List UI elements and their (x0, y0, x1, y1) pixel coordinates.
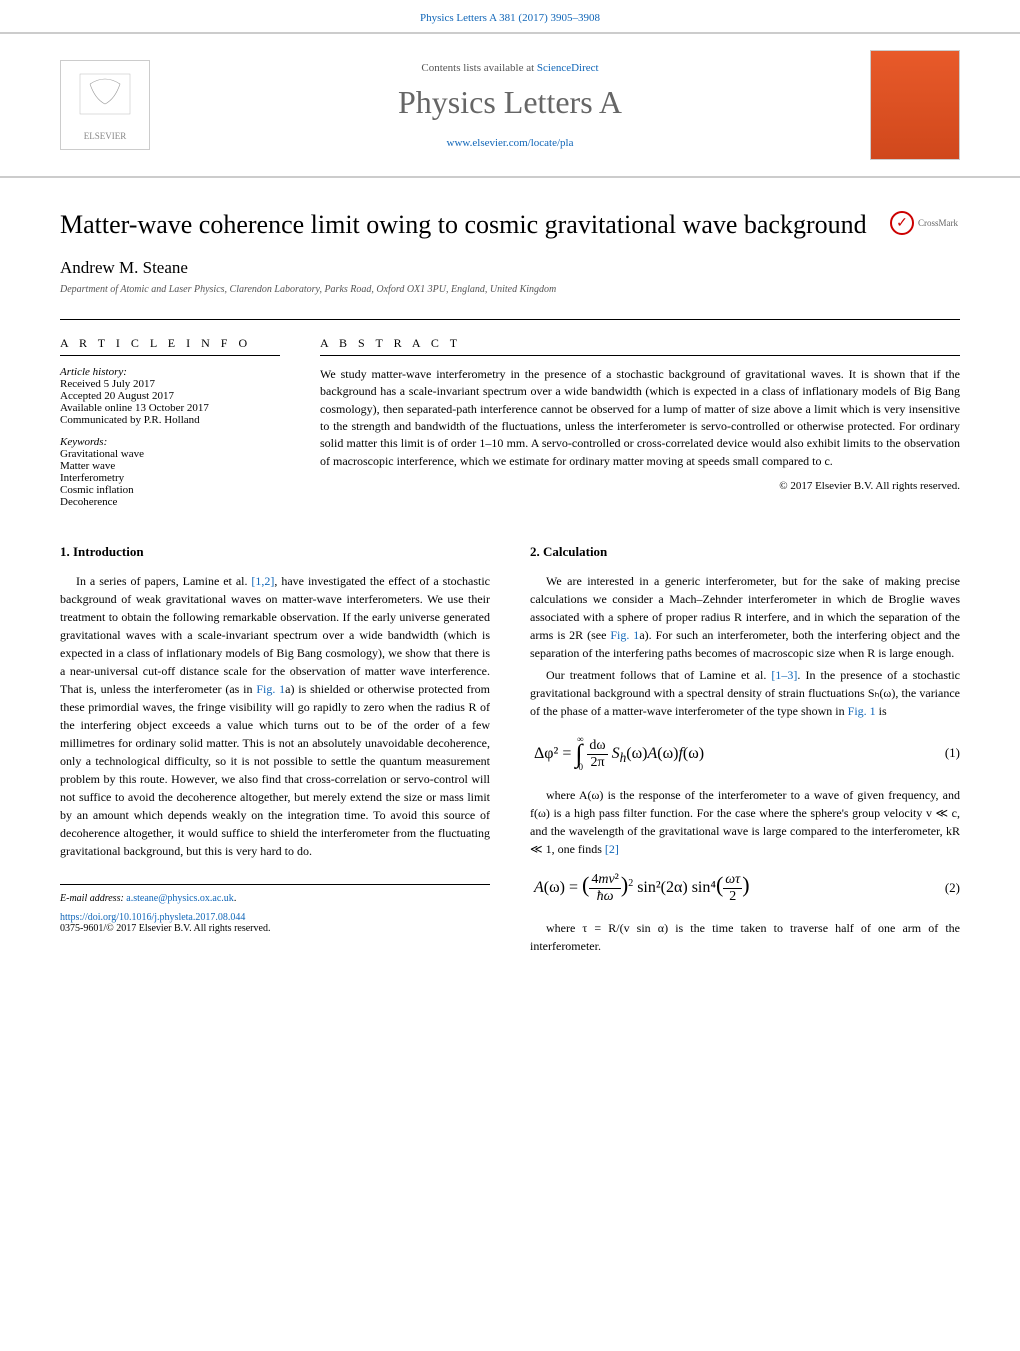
crossmark-badge[interactable]: ✓ CrossMark (890, 208, 960, 238)
history-line: Received 5 July 2017 (60, 378, 280, 390)
section-1-heading: 1. Introduction (60, 544, 490, 560)
keyword: Matter wave (60, 460, 280, 472)
ref-link[interactable]: [2] (605, 842, 619, 856)
footnotes: E-mail address: a.steane@physics.ox.ac.u… (60, 884, 490, 934)
journal-url-link[interactable]: www.elsevier.com/locate/pla (170, 137, 850, 149)
history-line: Accepted 20 August 2017 (60, 390, 280, 402)
equation-number: (2) (945, 880, 960, 896)
article-content: Matter-wave coherence limit owing to cos… (0, 178, 1020, 989)
history-line: Available online 13 October 2017 (60, 402, 280, 414)
article-title: Matter-wave coherence limit owing to cos… (60, 208, 870, 242)
section-2-para-4: where τ = R/(v sin α) is the time taken … (530, 919, 960, 955)
header-center: Contents lists available at ScienceDirec… (170, 62, 850, 149)
article-info-sidebar: A R T I C L E I N F O Article history: R… (60, 320, 280, 508)
right-column: 2. Calculation We are interested in a ge… (530, 544, 960, 959)
email-line: E-mail address: a.steane@physics.ox.ac.u… (60, 893, 490, 904)
journal-name: Physics Letters A (170, 84, 850, 121)
history-line: Communicated by P.R. Holland (60, 414, 280, 426)
elsevier-logo: ELSEVIER (70, 69, 140, 141)
abstract-copyright: © 2017 Elsevier B.V. All rights reserved… (320, 480, 960, 492)
author-name: Andrew M. Steane (60, 258, 960, 278)
equation-1: Δφ² = ∫0∞ dω2π Sh(ω)A(ω)f(ω) (1) (530, 734, 960, 772)
sciencedirect-link[interactable]: ScienceDirect (537, 62, 599, 74)
fig-link[interactable]: Fig. 1 (610, 628, 639, 642)
journal-header: ELSEVIER Contents lists available at Sci… (0, 32, 1020, 178)
abstract-column: A B S T R A C T We study matter-wave int… (320, 320, 960, 508)
left-column: 1. Introduction In a series of papers, L… (60, 544, 490, 959)
doi-link[interactable]: https://doi.org/10.1016/j.physleta.2017.… (60, 912, 490, 923)
fig-link[interactable]: Fig. 1 (848, 704, 876, 718)
keywords-label: Keywords: (60, 436, 280, 448)
fig-link[interactable]: Fig. 1 (256, 682, 285, 696)
section-2-heading: 2. Calculation (530, 544, 960, 560)
abstract-heading: A B S T R A C T (320, 336, 960, 356)
keyword: Cosmic inflation (60, 484, 280, 496)
ref-link[interactable]: [1–3] (771, 668, 797, 682)
crossmark-icon: ✓ (890, 211, 914, 235)
issn-copyright: 0375-9601/© 2017 Elsevier B.V. All right… (60, 923, 490, 934)
keyword: Interferometry (60, 472, 280, 484)
ref-link[interactable]: [1,2] (251, 574, 274, 588)
journal-cover-thumbnail (870, 50, 960, 160)
email-link[interactable]: a.steane@physics.ox.ac.uk (126, 893, 234, 904)
abstract-text: We study matter-wave interferometry in t… (320, 366, 960, 470)
section-2-para-1: We are interested in a generic interfero… (530, 572, 960, 662)
body-columns: 1. Introduction In a series of papers, L… (60, 544, 960, 959)
keyword: Decoherence (60, 496, 280, 508)
section-2-para-2: Our treatment follows that of Lamine et … (530, 666, 960, 720)
section-1-para-1: In a series of papers, Lamine et al. [1,… (60, 572, 490, 860)
section-2-para-3: where A(ω) is the response of the interf… (530, 786, 960, 858)
equation-number: (1) (945, 745, 960, 761)
contents-line: Contents lists available at ScienceDirec… (170, 62, 850, 74)
article-info-heading: A R T I C L E I N F O (60, 336, 280, 356)
author-affiliation: Department of Atomic and Laser Physics, … (60, 284, 960, 295)
equation-2: A(ω) = (4mv²ħω)2 sin²(2α) sin⁴(ωτ2) (2) (530, 872, 960, 905)
article-history-label: Article history: (60, 366, 280, 378)
page-header-citation: Physics Letters A 381 (2017) 3905–3908 (0, 0, 1020, 32)
elsevier-logo-box: ELSEVIER (60, 60, 150, 150)
keyword: Gravitational wave (60, 448, 280, 460)
